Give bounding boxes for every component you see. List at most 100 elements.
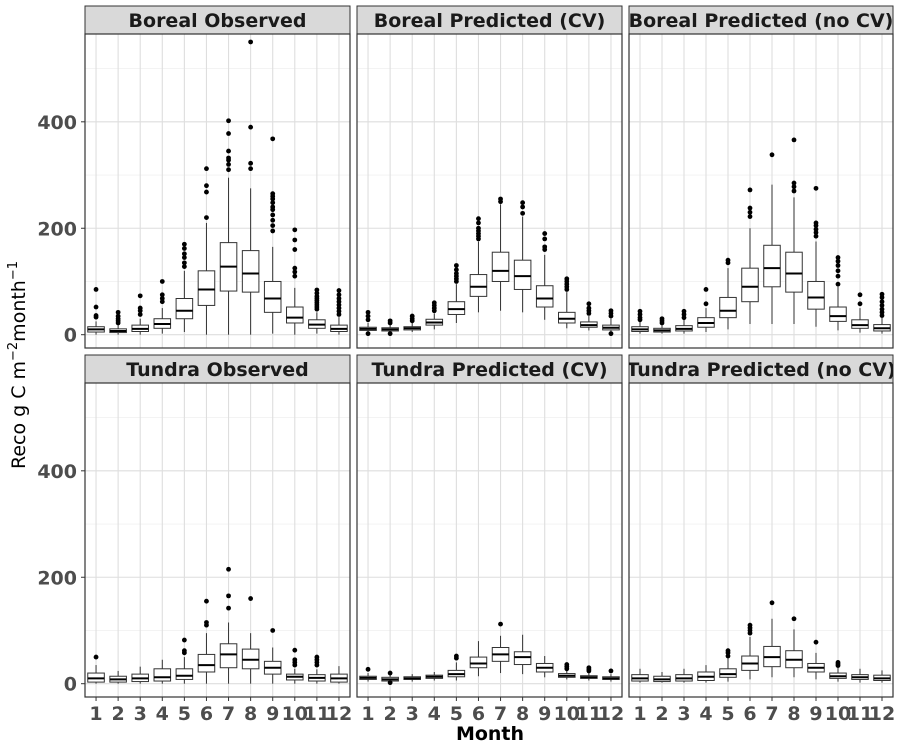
- x-tick-label: 8: [787, 703, 800, 725]
- box-iqr: [220, 644, 237, 668]
- outlier-point: [792, 189, 797, 194]
- outlier-point: [388, 671, 393, 676]
- facet-title: Tundra Observed: [126, 359, 309, 381]
- outlier-point: [248, 596, 253, 601]
- outlier-point: [858, 292, 863, 297]
- outlier-point: [858, 301, 863, 306]
- panel-background: [357, 34, 622, 348]
- box-iqr: [470, 275, 487, 297]
- outlier-point: [542, 231, 547, 236]
- outlier-point: [292, 238, 297, 243]
- outlier-point: [270, 191, 275, 196]
- outlier-point: [498, 197, 503, 202]
- x-tick-label: 12: [869, 703, 895, 725]
- outlier-point: [704, 287, 709, 292]
- outlier-point: [770, 152, 775, 157]
- outlier-point: [182, 648, 187, 653]
- outlier-point: [270, 218, 275, 223]
- facet-panel-2: Boreal Predicted (CV): [357, 6, 622, 348]
- outlier-point: [182, 246, 187, 251]
- outlier-point: [248, 161, 253, 166]
- outlier-point: [292, 266, 297, 271]
- outlier-point: [182, 638, 187, 643]
- outlier-point: [454, 263, 459, 268]
- outlier-point: [388, 680, 393, 685]
- panel-background: [85, 34, 350, 348]
- outlier-point: [476, 226, 481, 231]
- x-tick-label: 12: [598, 703, 624, 725]
- outlier-point: [388, 331, 393, 336]
- facet-title: Tundra Predicted (no CV): [626, 359, 895, 381]
- x-tick-label: 7: [765, 703, 778, 725]
- outlier-point: [836, 255, 841, 260]
- outlier-point: [792, 138, 797, 143]
- x-tick-label: 5: [721, 703, 734, 725]
- box-iqr: [154, 669, 171, 681]
- outlier-point: [748, 188, 753, 193]
- x-tick-label: 4: [156, 703, 169, 725]
- outlier-point: [432, 300, 437, 305]
- panel-background: [85, 383, 350, 697]
- box-iqr: [176, 669, 193, 680]
- x-tick-label: 9: [266, 703, 279, 725]
- box-iqr: [720, 669, 737, 678]
- outlier-point: [726, 258, 731, 263]
- outlier-point: [880, 299, 885, 304]
- y-tick-label: 400: [37, 112, 77, 134]
- outlier-point: [609, 331, 614, 336]
- outlier-point: [454, 267, 459, 272]
- x-tick-label: 8: [516, 703, 529, 725]
- outlier-point: [836, 274, 841, 279]
- outlier-point: [609, 308, 614, 313]
- box-iqr: [198, 654, 215, 672]
- outlier-point: [270, 229, 275, 234]
- box-iqr: [242, 251, 259, 293]
- outlier-point: [814, 186, 819, 191]
- facet-panel-4: Tundra Observed02004001 2 3 4 5 6 7 8 9 101112: [37, 355, 352, 725]
- box-iqr: [198, 271, 215, 306]
- outlier-point: [476, 221, 481, 226]
- x-tick-label: 2: [655, 703, 668, 725]
- outlier-point: [292, 657, 297, 662]
- outlier-point: [204, 620, 209, 625]
- x-tick-label: 3: [406, 703, 419, 725]
- outlier-point: [748, 623, 753, 628]
- outlier-point: [792, 616, 797, 621]
- y-axis-title-sup2: −1: [6, 261, 21, 280]
- outlier-point: [476, 216, 481, 221]
- box-iqr: [536, 286, 553, 307]
- outlier-point: [226, 567, 231, 572]
- outlier-point: [542, 236, 547, 241]
- facet-panel-1: Boreal Observed0200400: [37, 6, 350, 348]
- outlier-point: [366, 667, 371, 672]
- outlier-point: [182, 242, 187, 247]
- outlier-point: [226, 156, 231, 161]
- outlier-point: [337, 288, 342, 293]
- outlier-point: [564, 662, 569, 667]
- box-iqr: [514, 652, 531, 665]
- outlier-point: [586, 306, 591, 311]
- x-tick-label: 7: [222, 703, 235, 725]
- outlier-point: [94, 287, 99, 292]
- panel-background: [629, 34, 893, 348]
- outlier-point: [520, 200, 525, 205]
- x-tick-label: 9: [809, 703, 822, 725]
- x-tick-label: 3: [677, 703, 690, 725]
- outlier-point: [748, 214, 753, 219]
- facet-title: Boreal Predicted (CV): [374, 10, 606, 32]
- facet-panel-3: Boreal Predicted (no CV): [629, 6, 894, 348]
- y-tick-label: 400: [37, 461, 77, 483]
- facet-title: Tundra Predicted (CV): [371, 359, 607, 381]
- outlier-point: [226, 593, 231, 598]
- outlier-point: [226, 118, 231, 123]
- x-tick-label: 4: [699, 703, 712, 725]
- x-axis-title: Month: [456, 723, 524, 745]
- outlier-point: [836, 282, 841, 287]
- outlier-point: [226, 162, 231, 167]
- x-tick-label: 6: [200, 703, 213, 725]
- outlier-point: [248, 40, 253, 45]
- box-iqr: [448, 302, 465, 315]
- x-tick-label: 7: [494, 703, 507, 725]
